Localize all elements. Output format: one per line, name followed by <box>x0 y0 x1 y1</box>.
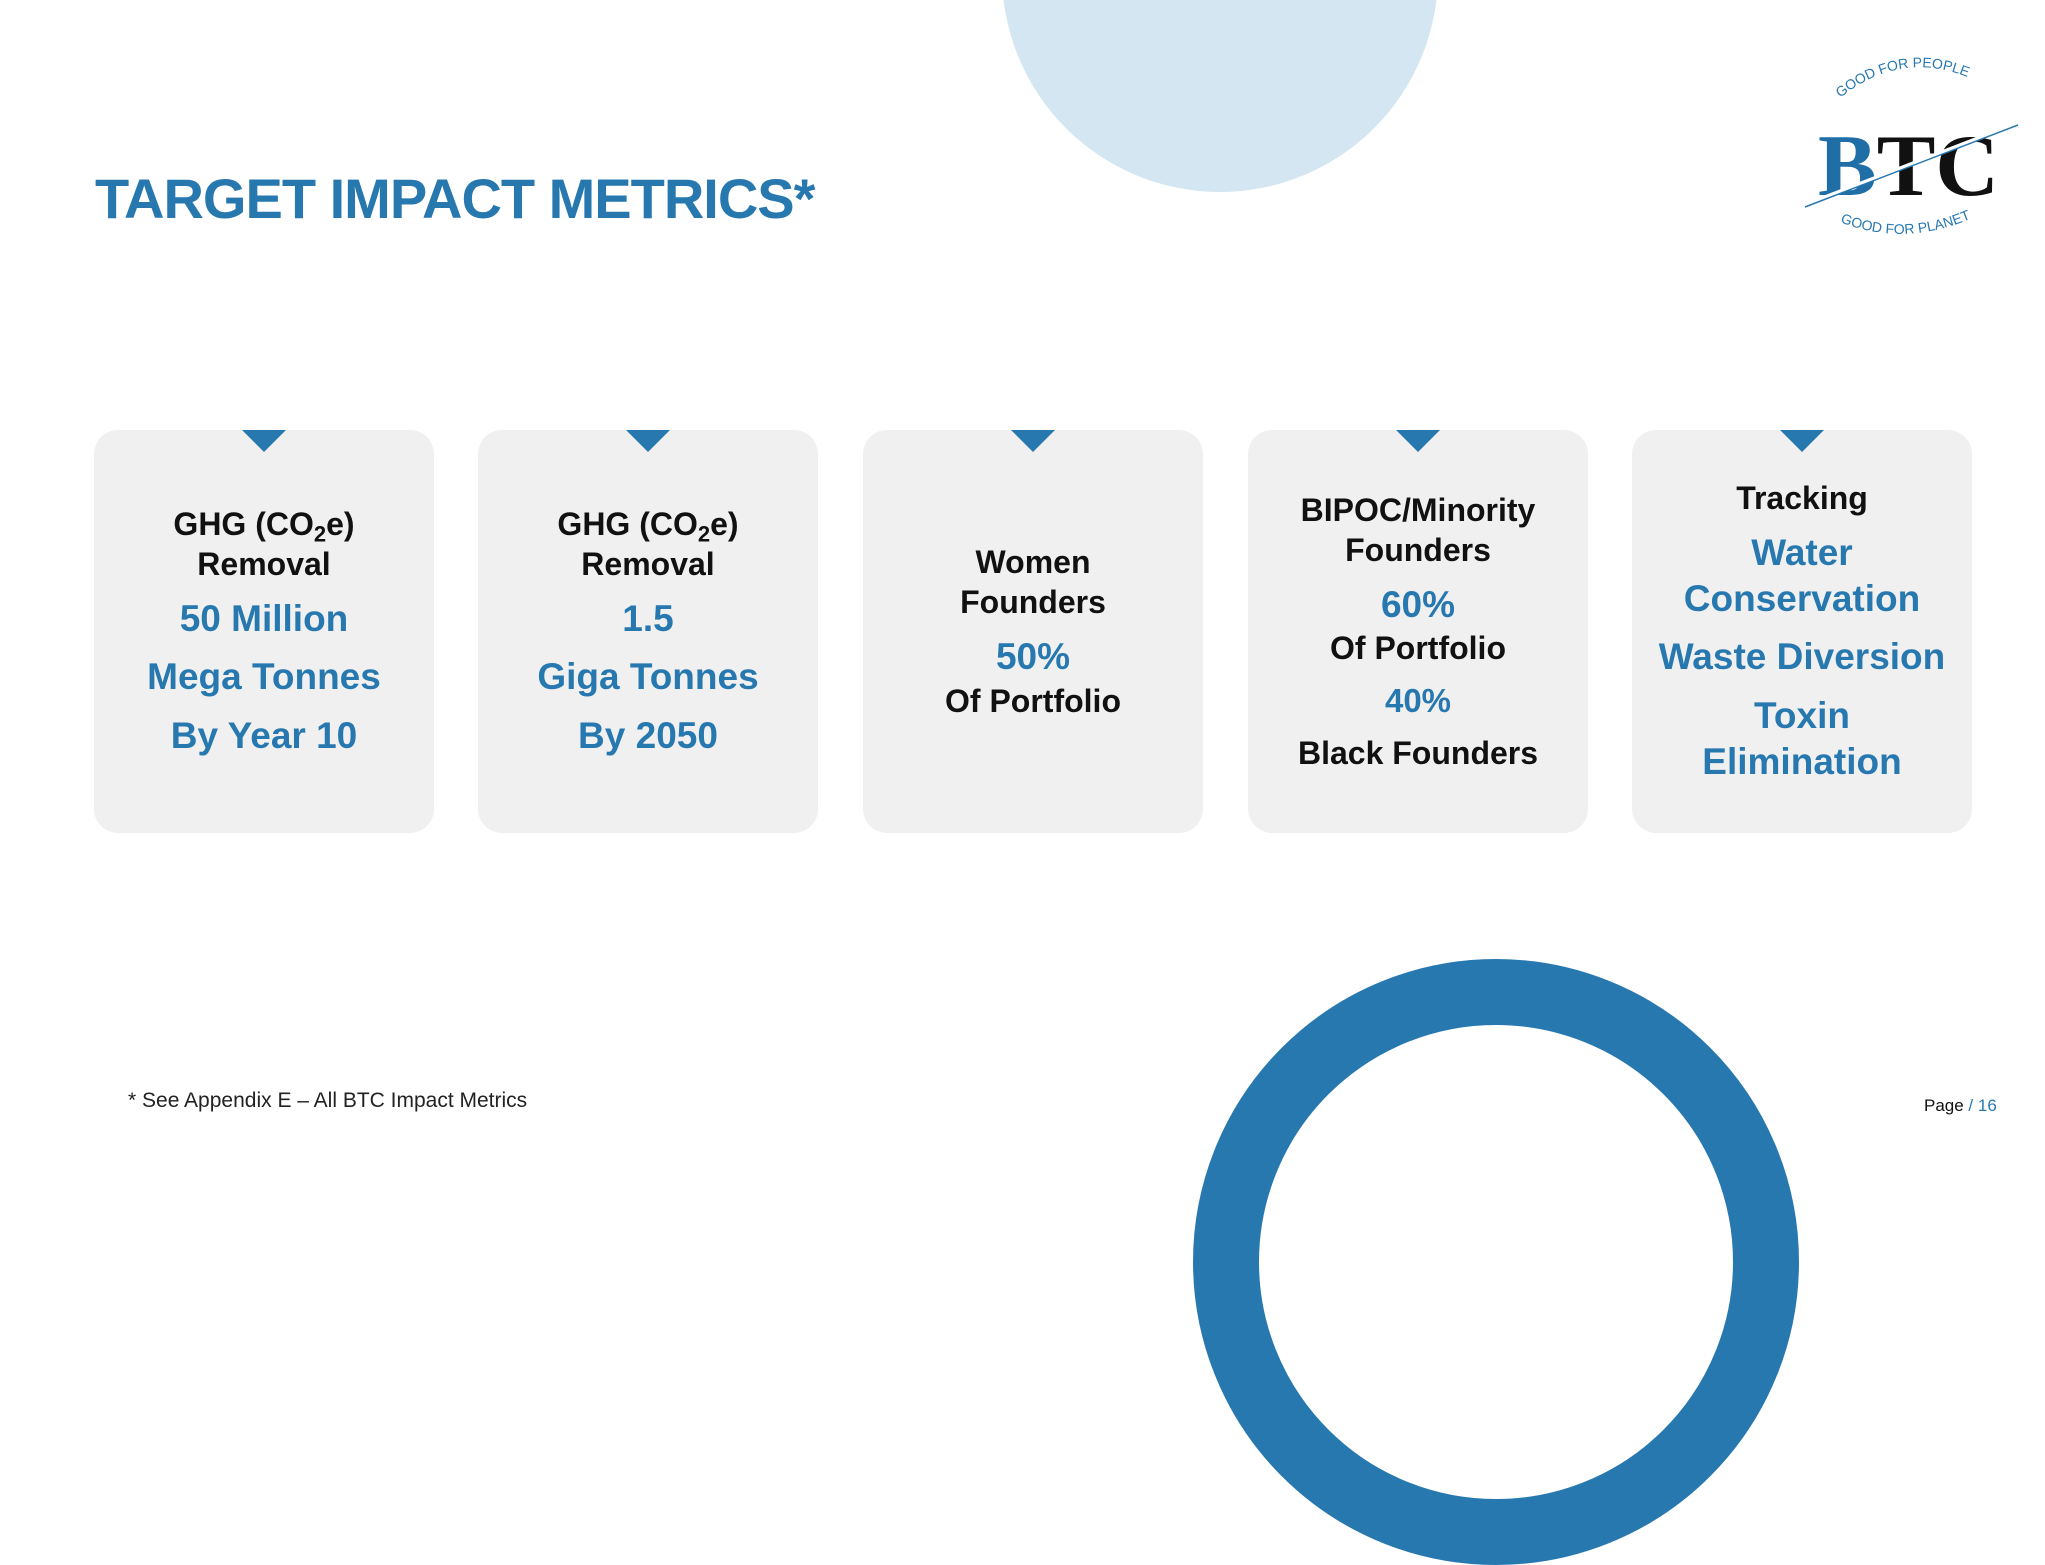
metric-card-tracking: Tracking Water Conservation Waste Divers… <box>1632 430 1972 833</box>
card-heading: BIPOC/Minority <box>1300 491 1536 528</box>
card-description: Of Portfolio <box>1330 630 1506 666</box>
tracking-item-water-2: Conservation <box>1683 578 1921 620</box>
tracking-item-toxin: Toxin <box>1754 694 1850 736</box>
card-value: 60% <box>1380 583 1456 625</box>
metric-card-bipoc-founders: BIPOC/Minority Founders 60% Of Portfolio… <box>1248 430 1588 833</box>
card-timeframe: By 2050 <box>578 714 718 756</box>
decorative-circle-top <box>1002 0 1438 192</box>
card-heading: Tracking <box>1736 479 1868 516</box>
tracking-item-waste: Waste Diversion <box>1658 636 1946 678</box>
card-heading-2: Founders <box>960 584 1106 621</box>
page-number: Page / 16 <box>1924 1096 1997 1115</box>
card-description: Of Portfolio <box>945 682 1121 719</box>
card-heading: Women <box>975 544 1091 581</box>
card-pointer-icon <box>1396 430 1440 452</box>
card-heading-2: Founders <box>1345 531 1491 568</box>
card-heading: GHG (CO2e) <box>173 506 355 547</box>
card-value-2: 40% <box>1384 682 1452 719</box>
metric-card-ghg-removal-2050: GHG (CO2e) Removal 1.5 Giga Tonnes By 20… <box>478 430 818 833</box>
page-title: TARGET IMPACT METRICS* <box>95 167 815 230</box>
metric-card-ghg-removal-year10: GHG (CO2e) Removal 50 Million Mega Tonne… <box>94 430 434 833</box>
decorative-ring-bottom <box>1193 959 1799 1565</box>
card-pointer-icon <box>242 430 286 452</box>
card-pointer-icon <box>1011 430 1055 452</box>
card-heading: GHG (CO2e) <box>557 506 739 547</box>
card-timeframe: By Year 10 <box>170 714 358 756</box>
card-value: 50% <box>995 636 1071 678</box>
card-unit: Mega Tonnes <box>147 656 381 698</box>
card-heading-2: Removal <box>197 546 331 583</box>
card-heading-2: Removal <box>581 546 715 583</box>
btc-logo: GOOD FOR PEOPLE BTC GOOD FOR PLANET <box>1804 54 2019 237</box>
metric-card-women-founders: Women Founders 50% Of Portfolio <box>863 430 1203 833</box>
card-pointer-icon <box>626 430 670 452</box>
card-pointer-icon <box>1780 430 1824 452</box>
card-description-2: Black Founders <box>1297 735 1539 772</box>
tracking-item-toxin-2: Elimination <box>1702 740 1902 782</box>
tracking-item-water: Water <box>1751 531 1853 573</box>
footnote: * See Appendix E – All BTC Impact Metric… <box>128 1089 528 1112</box>
card-value: 1.5 <box>622 598 674 640</box>
svg-text:GOOD FOR PEOPLE: GOOD FOR PEOPLE <box>1832 54 1972 100</box>
card-unit: Giga Tonnes <box>537 656 759 698</box>
card-value: 50 Million <box>179 598 349 640</box>
